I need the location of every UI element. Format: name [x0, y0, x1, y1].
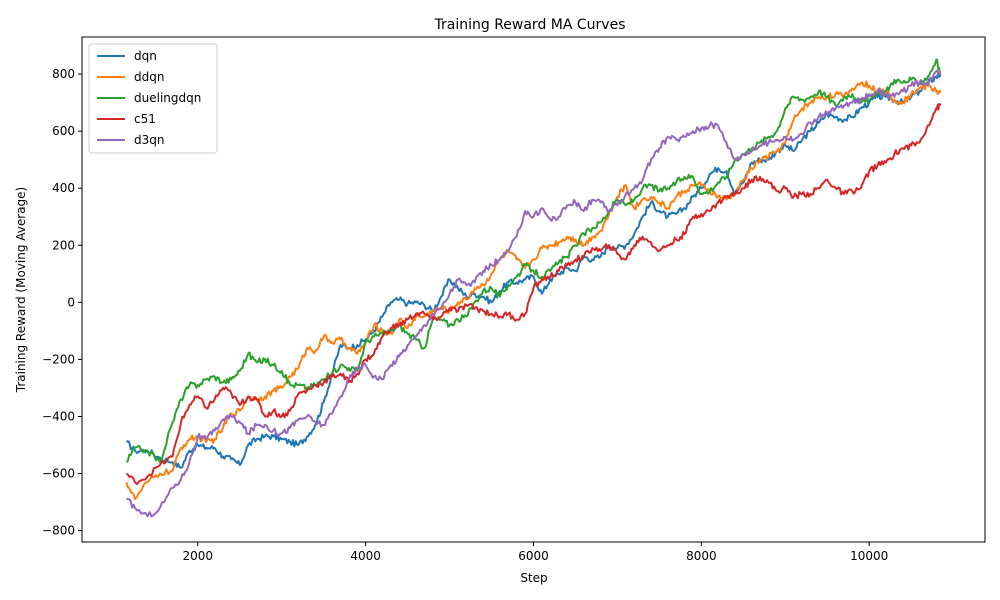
y-tick-label: 0: [67, 295, 75, 309]
x-tick-label: 4000: [350, 549, 381, 563]
series-line-duelingdqn: [125, 58, 942, 464]
legend-label-dqn: dqn: [134, 49, 157, 63]
x-axis: 2000 4000 6000 8000 10000: [183, 542, 888, 563]
x-tick-label: 2000: [183, 549, 214, 563]
series-line-c51: [125, 103, 942, 486]
x-axis-label: Step: [520, 571, 547, 585]
legend-label-c51: c51: [134, 112, 156, 126]
y-tick-label: −800: [42, 524, 75, 538]
y-axis-label: Training Reward (Moving Average): [14, 187, 28, 393]
legend-label-ddqn: ddqn: [134, 70, 164, 84]
series-line-dqn: [125, 73, 942, 469]
legend-box: [88, 43, 218, 154]
series-line-ddqn: [125, 80, 942, 501]
y-tick-label: 200: [52, 238, 75, 252]
y-axis: −800 −600 −400 −200 0 200 400 600 800: [42, 67, 82, 538]
y-tick-label: 400: [52, 181, 75, 195]
chart-title: Training Reward MA Curves: [434, 17, 626, 33]
y-tick-label: −400: [42, 409, 75, 423]
series-line-d3qn: [126, 69, 942, 518]
x-tick-label: 8000: [686, 549, 717, 563]
legend-label-d3qn: d3qn: [134, 133, 164, 147]
legend: dqn ddqn duelingdqn c51 d3qn: [88, 43, 218, 154]
y-tick-label: −200: [42, 352, 75, 366]
x-tick-label: 6000: [518, 549, 549, 563]
y-tick-label: −600: [42, 467, 75, 481]
y-tick-label: 800: [52, 67, 75, 81]
y-tick-label: 600: [52, 124, 75, 138]
legend-label-duelingdqn: duelingdqn: [134, 91, 201, 105]
x-tick-label: 10000: [850, 549, 888, 563]
